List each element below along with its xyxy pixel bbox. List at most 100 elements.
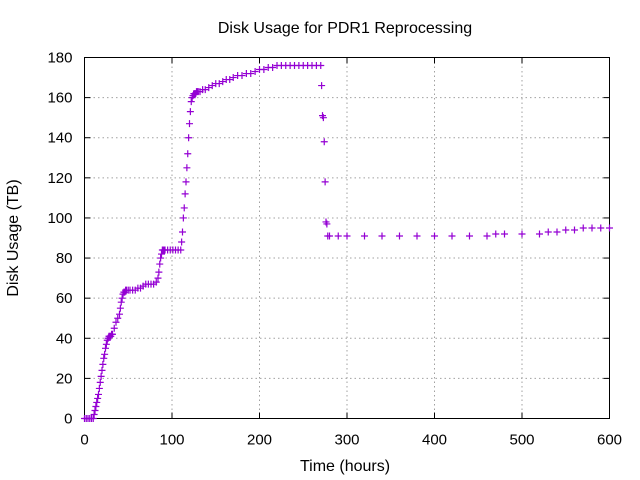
- data-point: [179, 214, 187, 222]
- data-point: [361, 232, 368, 240]
- data-point: [334, 232, 342, 240]
- y-tick-label: 40: [56, 330, 73, 347]
- data-series: [81, 62, 613, 422]
- data-point: [492, 230, 500, 238]
- data-point: [396, 232, 403, 240]
- chart-title: Disk Usage for PDR1 Reprocessing: [218, 20, 472, 37]
- data-point: [93, 398, 101, 406]
- data-point: [343, 232, 351, 240]
- data-point: [186, 108, 194, 116]
- data-point: [101, 350, 109, 358]
- x-tick-label: 200: [247, 432, 272, 449]
- data-point: [154, 274, 162, 282]
- data-point: [229, 74, 237, 82]
- data-point: [109, 330, 116, 338]
- x-tick-label: 500: [509, 432, 534, 449]
- data-point: [179, 228, 186, 236]
- data-point: [116, 304, 124, 312]
- data-point: [606, 224, 613, 232]
- data-point: [112, 318, 120, 326]
- data-point: [91, 406, 99, 414]
- data-point: [319, 114, 327, 122]
- data-point: [185, 134, 193, 142]
- x-axis-label: Time (hours): [300, 458, 390, 475]
- data-point: [181, 190, 189, 198]
- data-point: [177, 246, 185, 254]
- data-point: [95, 390, 102, 398]
- data-point: [187, 98, 195, 106]
- y-axis-label: Disk Usage (TB): [5, 179, 22, 296]
- data-point: [518, 230, 526, 238]
- data-point: [156, 260, 164, 268]
- data-point: [269, 64, 277, 72]
- data-point: [536, 230, 543, 238]
- data-point: [317, 62, 325, 70]
- data-point: [98, 366, 106, 374]
- data-point: [553, 228, 561, 236]
- tick-layer: 0 100 200 300 400 500 600 0 20 40 60 80 100 120 140 160…: [47, 50, 622, 449]
- data-point: [152, 278, 160, 286]
- data-point: [318, 82, 326, 90]
- data-point: [183, 164, 191, 172]
- data-point: [94, 394, 102, 402]
- data-point: [102, 340, 110, 348]
- y-tick-label: 100: [47, 210, 72, 227]
- y-tick-label: 80: [56, 250, 73, 267]
- data-point: [260, 66, 268, 74]
- x-tick-label: 600: [597, 432, 622, 449]
- y-tick-label: 140: [47, 130, 72, 147]
- x-tick-label: 100: [159, 432, 184, 449]
- data-point: [178, 238, 186, 246]
- y-tick-label: 160: [47, 90, 72, 107]
- data-point: [562, 226, 570, 234]
- x-tick-label: 300: [334, 432, 359, 449]
- data-point: [96, 378, 104, 386]
- y-tick-label: 60: [56, 290, 73, 307]
- y-tick-label: 180: [47, 50, 72, 67]
- data-point: [157, 254, 165, 262]
- data-point: [247, 70, 255, 78]
- data-point: [184, 150, 192, 158]
- data-point: [483, 232, 491, 240]
- data-point: [92, 402, 100, 410]
- data-point: [116, 310, 123, 318]
- data-point: [90, 410, 98, 418]
- data-point: [326, 232, 333, 240]
- data-point: [100, 354, 108, 362]
- data-point: [99, 360, 107, 368]
- y-tick-label: 20: [56, 370, 73, 387]
- data-point: [378, 232, 386, 240]
- data-point: [110, 324, 118, 332]
- x-tick-label: 0: [80, 432, 88, 449]
- data-point: [89, 415, 97, 422]
- data-point: [97, 372, 105, 380]
- data-point: [158, 250, 165, 258]
- data-point: [155, 268, 163, 276]
- data-point: [182, 178, 190, 186]
- y-tick-label: 120: [47, 170, 72, 187]
- data-point: [114, 314, 122, 322]
- data-point: [186, 120, 193, 128]
- data-point: [251, 68, 259, 76]
- data-point: [118, 294, 126, 302]
- data-point: [431, 232, 438, 240]
- data-point: [588, 224, 596, 232]
- data-point: [501, 230, 508, 238]
- data-point: [413, 232, 421, 240]
- data-point: [238, 72, 246, 80]
- data-point: [579, 224, 587, 232]
- y-tick-label: 0: [64, 411, 72, 428]
- data-point: [321, 178, 329, 186]
- data-point: [117, 298, 125, 306]
- data-point: [448, 232, 456, 240]
- x-tick-label: 400: [422, 432, 447, 449]
- data-point: [597, 224, 605, 232]
- data-point: [323, 220, 331, 228]
- data-point: [102, 344, 109, 352]
- data-point: [571, 226, 578, 234]
- data-point: [95, 384, 103, 392]
- data-point: [320, 138, 328, 146]
- data-point: [180, 204, 188, 212]
- data-point: [466, 232, 473, 240]
